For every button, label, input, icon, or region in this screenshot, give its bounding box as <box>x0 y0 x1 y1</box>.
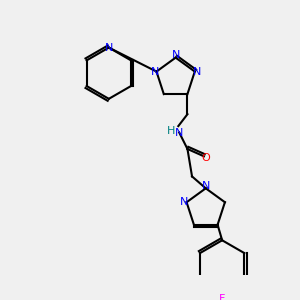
Text: N: N <box>171 50 180 60</box>
Text: H: H <box>167 126 175 136</box>
Text: O: O <box>201 153 210 163</box>
Text: N: N <box>202 181 210 190</box>
Text: N: N <box>193 67 202 76</box>
Text: F: F <box>219 294 225 300</box>
Text: N: N <box>151 67 159 76</box>
Text: N: N <box>105 43 113 52</box>
Text: N: N <box>175 128 183 137</box>
Text: N: N <box>180 197 188 207</box>
